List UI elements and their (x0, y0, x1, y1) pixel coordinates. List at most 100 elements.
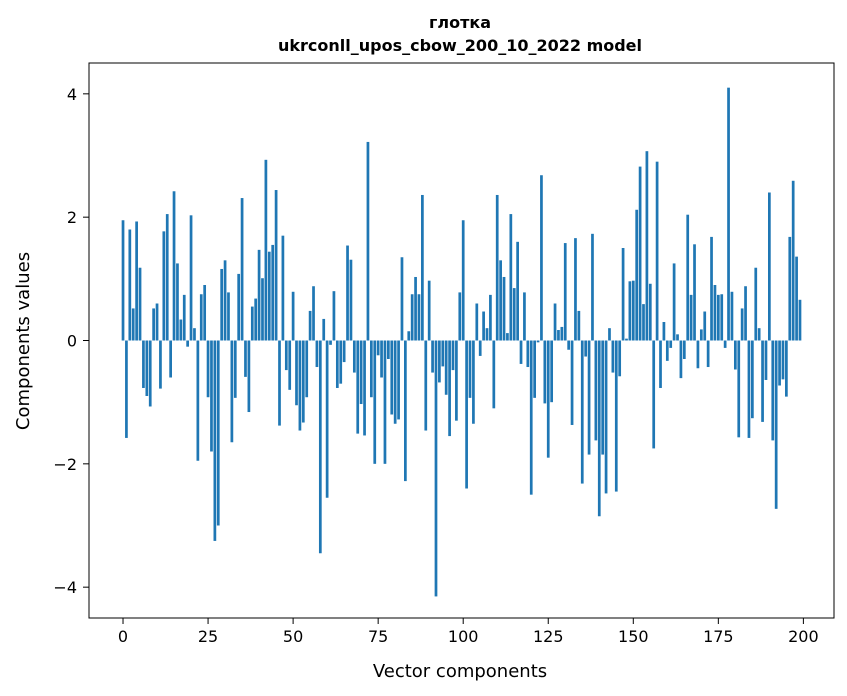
bar (546, 340, 550, 458)
bar (509, 214, 513, 341)
bar (482, 311, 485, 341)
bar (723, 340, 727, 348)
bar (659, 340, 662, 388)
bar (676, 334, 679, 341)
bar (737, 340, 741, 438)
bar (785, 340, 788, 397)
bar (121, 220, 125, 341)
bar (710, 236, 713, 341)
x-tick-label: 125 (533, 627, 564, 646)
bar (529, 340, 533, 495)
bar (584, 340, 588, 357)
bar (502, 276, 506, 341)
bar (162, 231, 166, 341)
bar (642, 304, 645, 341)
bar (747, 340, 751, 438)
y-tick-label: −4 (53, 578, 77, 597)
bar (216, 340, 220, 526)
bar (757, 328, 761, 341)
bar (152, 308, 155, 341)
bar (441, 340, 445, 367)
bar (342, 340, 346, 363)
bar (230, 340, 234, 443)
bar (682, 340, 686, 359)
bar (618, 340, 622, 377)
x-tick-label: 0 (118, 627, 128, 646)
bar (301, 340, 305, 423)
bar (424, 340, 428, 431)
bar (628, 281, 632, 341)
bar (655, 161, 659, 341)
bar (567, 340, 571, 350)
x-tick-label: 100 (448, 627, 479, 646)
bar (298, 340, 302, 431)
bars-group (121, 87, 802, 597)
bar (523, 292, 526, 341)
chart-title: глотка (429, 13, 491, 32)
bar (189, 215, 193, 341)
bar (363, 340, 366, 436)
y-axis-ticks: −4 −2 0 2 4 (53, 85, 89, 597)
bar (264, 159, 268, 341)
bar (696, 340, 700, 369)
bar (533, 340, 536, 398)
bar (492, 340, 496, 409)
bar (356, 340, 360, 434)
bar (295, 340, 298, 406)
bar (672, 263, 676, 341)
bar (349, 259, 353, 341)
bar (693, 244, 696, 341)
bar (335, 340, 339, 388)
bar (798, 299, 802, 341)
bar (383, 340, 387, 464)
bar (751, 340, 754, 419)
bar (536, 340, 540, 343)
bar (186, 340, 190, 347)
bar (312, 286, 315, 341)
bar (244, 340, 247, 377)
bar (390, 340, 394, 415)
bar (247, 340, 251, 413)
bar (142, 340, 145, 388)
bar (485, 328, 489, 341)
bar (318, 340, 322, 554)
bar (451, 340, 455, 371)
bar (421, 194, 424, 341)
bar (404, 340, 407, 482)
bar (778, 340, 781, 386)
bar (645, 151, 649, 341)
bar (145, 340, 149, 396)
bar (489, 294, 492, 341)
bar (322, 318, 326, 341)
bar (761, 340, 764, 422)
bar (169, 340, 172, 378)
bar (557, 330, 560, 341)
bar (213, 340, 217, 541)
bar (679, 340, 683, 379)
bar (281, 235, 285, 341)
bar (176, 263, 179, 341)
bar (774, 340, 778, 509)
bar (706, 340, 710, 368)
bar (686, 214, 690, 341)
bar (506, 333, 509, 341)
bar (376, 340, 380, 356)
bar (720, 294, 724, 341)
bar (284, 340, 288, 371)
bar (387, 340, 390, 359)
bar (444, 340, 448, 395)
bar (288, 340, 292, 390)
bar (635, 209, 639, 341)
bar (455, 340, 458, 421)
bar (740, 308, 744, 341)
bar (125, 340, 128, 438)
bar (768, 192, 771, 341)
bar (611, 340, 615, 373)
bar (267, 251, 271, 341)
bar (638, 166, 642, 341)
bar (366, 141, 370, 341)
chart-subtitle: ukrconll_upos_cbow_200_10_2022 model (278, 36, 642, 55)
bar (305, 340, 309, 398)
bar (608, 328, 611, 341)
bar (563, 243, 567, 341)
